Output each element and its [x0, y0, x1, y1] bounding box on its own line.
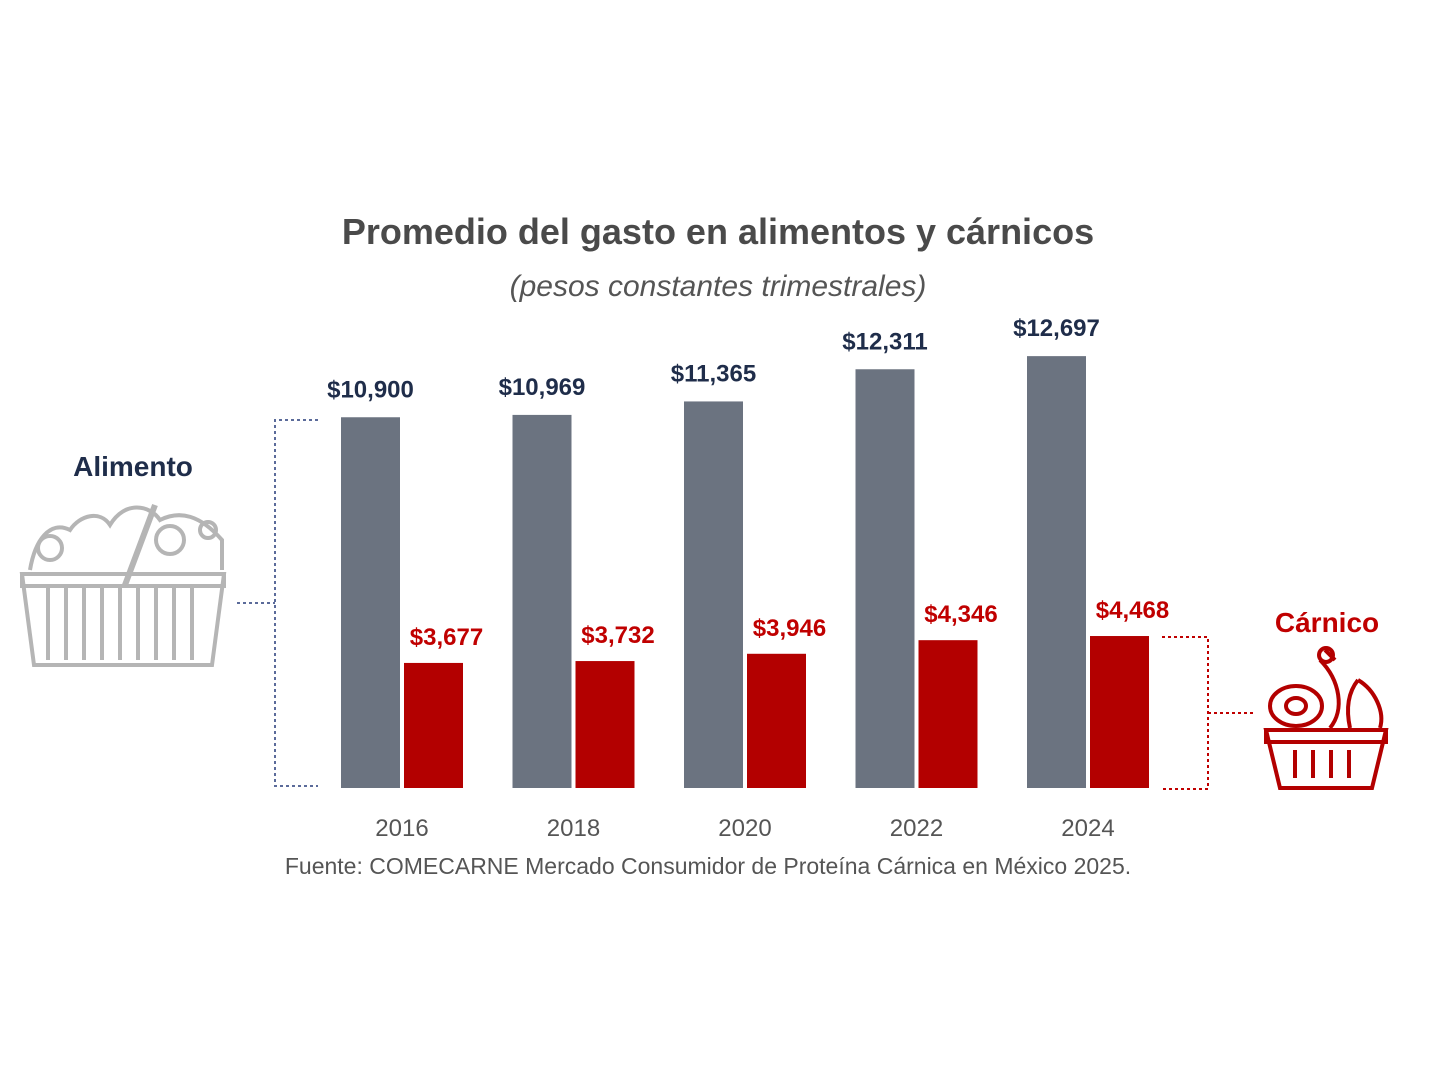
- carnico-bracket: [1162, 636, 1253, 790]
- source-note: Fuente: COMECARNE Mercado Consumidor de …: [285, 853, 1131, 879]
- value-label-carnico-2022: $4,346: [924, 601, 997, 628]
- value-label-carnico-2018: $3,732: [581, 622, 654, 649]
- bar-carnico-2020: [747, 653, 806, 788]
- value-label-carnico-2024: $4,468: [1096, 597, 1169, 624]
- meat-basket-icon: [1263, 646, 1389, 790]
- x-tick-label: 2022: [890, 815, 943, 842]
- x-tick-label: 2024: [1061, 815, 1114, 842]
- legend-alimento: Alimento: [73, 451, 193, 482]
- alimento-bracket: [237, 419, 318, 787]
- bar-alimento-2018: [512, 414, 572, 788]
- value-label-carnico-2016: $3,677: [410, 624, 483, 651]
- x-tick-label: 2016: [375, 815, 428, 842]
- value-label-alimento-2020: $11,365: [671, 360, 756, 387]
- chart-subtitle: (pesos constantes trimestrales): [510, 270, 927, 303]
- value-label-alimento-2022: $12,311: [842, 328, 927, 355]
- value-label-alimento-2024: $12,697: [1013, 315, 1100, 342]
- bar-alimento-2020: [684, 401, 743, 788]
- bar-carnico-2018: [575, 661, 635, 788]
- value-label-alimento-2018: $10,969: [499, 374, 586, 401]
- bar-carnico-2024: [1090, 636, 1149, 788]
- bar-carnico-2022: [918, 640, 978, 788]
- value-label-alimento-2016: $10,900: [327, 376, 414, 403]
- bar-alimento-2016: [341, 417, 400, 788]
- bar-alimento-2022: [855, 369, 915, 788]
- food-basket-icon: [19, 503, 227, 667]
- value-label-carnico-2020: $3,946: [753, 615, 826, 642]
- x-tick-label: 2020: [718, 815, 771, 842]
- bar-carnico-2016: [404, 662, 463, 788]
- bars-group: $10,900 $3,677 2016 $10,969 $3,732 2018 $11,36…: [327, 315, 1169, 842]
- legend-carnico: Cárnico: [1275, 607, 1379, 638]
- x-tick-label: 2018: [547, 815, 600, 842]
- chart-title: Promedio del gasto en alimentos y cárnic…: [342, 211, 1094, 252]
- bar-alimento-2024: [1027, 356, 1086, 788]
